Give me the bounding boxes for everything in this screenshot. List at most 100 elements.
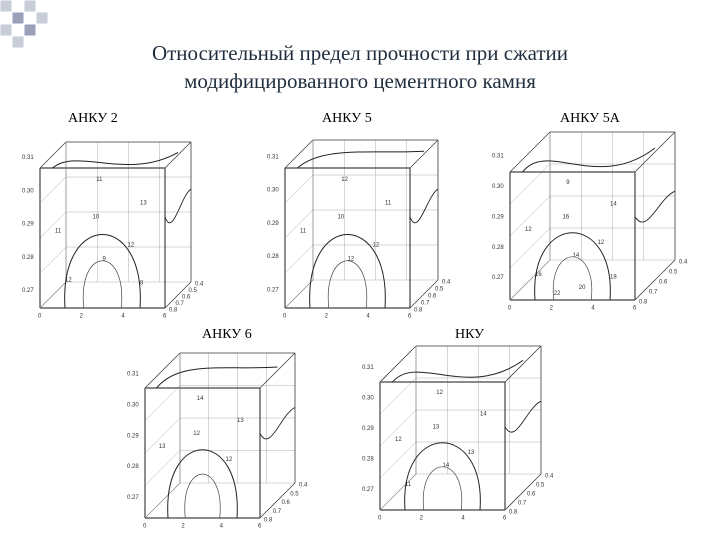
z-tick-label: 0.7 <box>421 301 430 307</box>
y-tick-label: 0.27 <box>492 275 504 281</box>
z-tick-label: 0.5 <box>669 270 678 276</box>
contour-label: 12 <box>193 431 200 437</box>
cube-edge <box>509 163 551 205</box>
y-tick-label: 0.27 <box>22 288 34 294</box>
z-tick-label: 0.5 <box>536 483 545 489</box>
surface-curve <box>634 190 676 223</box>
y-tick-label: 0.31 <box>22 155 34 161</box>
y-tick-label: 0.31 <box>127 372 139 378</box>
x-tick-label: 6 <box>503 516 507 522</box>
z-tick-label: 0.7 <box>649 290 658 296</box>
z-tick-label: 0.6 <box>428 294 437 300</box>
contour-label: 12 <box>598 240 605 246</box>
panel-label: АНКУ 2 <box>68 111 118 126</box>
z-tick-label: 0.6 <box>182 295 191 301</box>
panel-label: НКУ <box>455 327 484 342</box>
cube-edge <box>284 174 314 204</box>
z-tick-label: 0.4 <box>299 483 308 489</box>
cube-edge <box>259 482 296 519</box>
y-tick-label: 0.30 <box>267 188 279 194</box>
contour-label: 16 <box>563 214 570 220</box>
cube-edge <box>504 473 542 511</box>
x-tick-label: 2 <box>80 314 84 320</box>
y-tick-label: 0.29 <box>127 433 139 439</box>
x-tick-label: 2 <box>325 314 329 320</box>
contour-label: 12 <box>436 390 443 396</box>
y-tick-label: 0.30 <box>127 402 139 408</box>
y-tick-label: 0.28 <box>267 254 279 260</box>
contour-label: 8 <box>140 280 144 286</box>
cube-edge <box>379 441 417 479</box>
x-tick-label: 0 <box>283 314 287 320</box>
z-tick-label: 0.4 <box>679 260 688 266</box>
x-tick-label: 4 <box>121 314 125 320</box>
y-tick-label: 0.27 <box>362 487 374 493</box>
contour-label: 13 <box>237 418 244 424</box>
panel: АНКУ 5А 0.31 0.30 0.29 0.28 0.27 0 2 4 6 0.40.50.6… <box>492 111 688 312</box>
z-tick-label: 0.8 <box>414 308 423 314</box>
x-tick-label: 0 <box>378 516 382 522</box>
contour-label: 11 <box>55 229 62 235</box>
x-tick-label: 2 <box>181 524 185 530</box>
title-line: Относительный предел прочности при сжати… <box>152 41 568 65</box>
surface-curve <box>534 232 611 301</box>
surface-curve <box>164 188 192 224</box>
cube-edge <box>379 473 417 511</box>
surface-curve <box>404 442 481 511</box>
surface-curve <box>552 256 593 301</box>
cube-edge <box>509 131 551 173</box>
z-tick-label: 0.5 <box>290 491 299 497</box>
cube-edge <box>379 377 417 415</box>
y-tick-label: 0.28 <box>492 245 504 251</box>
contour-label: 22 <box>554 291 561 297</box>
cube-edge <box>509 259 551 301</box>
x-tick-label: 2 <box>550 306 554 312</box>
y-tick-label: 0.30 <box>362 396 374 402</box>
panel: АНКУ 20.310.300.290.280.270 2 4 60.40.50.60… <box>22 111 204 320</box>
y-tick-label: 0.29 <box>267 221 279 227</box>
cube-edge <box>144 450 181 486</box>
z-tick-label: 0.8 <box>169 308 178 314</box>
cube-edge <box>39 211 67 239</box>
y-tick-label: 0.31 <box>492 154 504 160</box>
cube-edge <box>509 227 551 269</box>
z-tick-label: 0.6 <box>282 500 291 506</box>
corner-decoration <box>0 0 49 49</box>
contour-label: 12 <box>128 243 135 249</box>
contour-label: 13 <box>140 201 147 207</box>
contour-label: 13 <box>468 450 475 456</box>
z-tick-label: 0.7 <box>176 301 185 307</box>
panel: АНКУ 60.310.300.290.280.270 2 4 60.40.50.60… <box>127 327 308 530</box>
x-tick-label: 0 <box>38 314 42 320</box>
cube-edge <box>284 209 314 239</box>
x-tick-label: 6 <box>258 524 262 530</box>
x-tick-label: 4 <box>591 306 595 312</box>
cube-edge <box>144 352 181 389</box>
z-tick-label: 0.8 <box>639 300 648 306</box>
contour-label: 13 <box>433 424 440 430</box>
y-tick-label: 0.29 <box>362 426 374 432</box>
contour-label: 16 <box>535 272 542 278</box>
panel: НКУ 0.31 0.30 0.29 0.28 0.27 0 2 4 6 0.40.50.60.70… <box>362 327 554 522</box>
surface-curve <box>297 150 425 169</box>
z-tick-label: 0.7 <box>273 509 282 515</box>
cube-edge <box>144 385 181 421</box>
x-tick-label: 2 <box>420 516 424 522</box>
z-tick-label: 0.7 <box>518 501 527 507</box>
contour-label: 13 <box>159 444 166 450</box>
surface-curve <box>82 260 123 309</box>
y-tick-label: 0.28 <box>22 255 34 261</box>
z-tick-label: 0.4 <box>545 474 554 480</box>
y-tick-label: 0.31 <box>267 154 279 160</box>
panel-label: АНКУ 5А <box>560 111 621 126</box>
cube-edge <box>409 139 439 169</box>
contour-label: 11 <box>96 177 103 183</box>
cube-edge <box>284 279 314 309</box>
z-tick-label: 0.4 <box>442 280 451 286</box>
contour-label: 11 <box>405 482 412 488</box>
contour-label: 11 <box>385 201 392 207</box>
contour-label: 10 <box>338 215 345 221</box>
z-tick-label: 0.8 <box>264 518 273 524</box>
contour-label: 10 <box>93 215 100 221</box>
